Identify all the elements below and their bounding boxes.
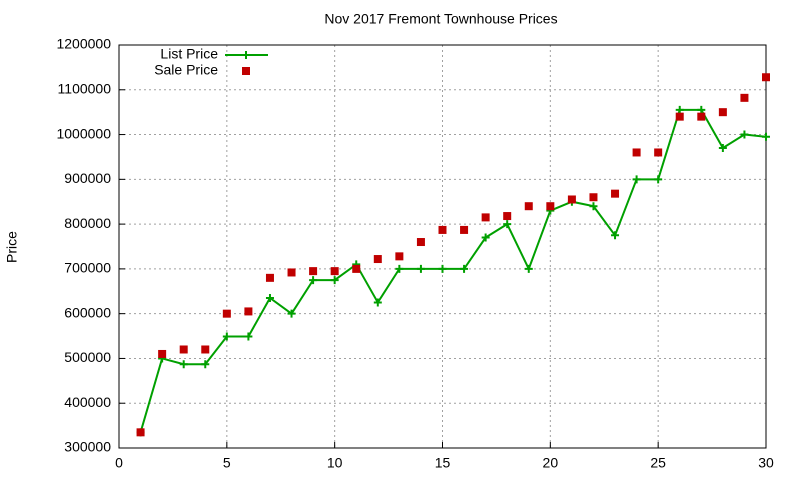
point — [481, 213, 490, 222]
point — [524, 264, 533, 273]
point — [740, 93, 749, 102]
point — [201, 345, 210, 354]
x-tick-label: 15 — [435, 455, 451, 471]
y-axis-label: Price — [4, 231, 20, 263]
point — [460, 264, 469, 273]
y-tick-label: 400000 — [64, 394, 111, 410]
point — [718, 108, 727, 117]
x-tick-label: 25 — [650, 455, 666, 471]
point — [373, 255, 382, 264]
legend-label: Sale Price — [154, 62, 218, 78]
point — [244, 332, 253, 341]
point — [697, 112, 706, 121]
point — [611, 231, 620, 240]
point — [460, 225, 469, 234]
point — [654, 148, 663, 157]
legend-swatch — [242, 67, 250, 75]
point — [352, 264, 361, 273]
y-tick-label: 1000000 — [56, 125, 111, 141]
y-tick-label: 600000 — [64, 304, 111, 320]
point — [395, 264, 404, 273]
point — [201, 360, 210, 369]
point — [546, 202, 555, 211]
point — [503, 212, 512, 221]
x-tick-label: 30 — [758, 455, 774, 471]
point — [589, 202, 598, 211]
legend-swatch — [242, 51, 250, 59]
point — [179, 345, 188, 354]
point — [438, 264, 447, 273]
y-tick-label: 500000 — [64, 349, 111, 365]
point — [179, 360, 188, 369]
y-tick-label: 1100000 — [58, 80, 112, 96]
point — [136, 428, 145, 437]
point — [158, 349, 167, 358]
point — [416, 238, 425, 247]
x-tick-label: 0 — [115, 455, 123, 471]
y-tick-label: 1200000 — [56, 36, 111, 52]
point — [762, 73, 770, 82]
y-tick-label: 700000 — [64, 260, 111, 276]
point — [438, 225, 447, 234]
point — [309, 267, 318, 276]
point — [632, 148, 641, 157]
point — [740, 130, 749, 139]
point — [373, 298, 382, 307]
point — [265, 273, 274, 282]
series-line — [139, 108, 767, 433]
x-tick-label: 10 — [327, 455, 343, 471]
x-tick-label: 5 — [223, 455, 231, 471]
point — [503, 220, 512, 229]
y-tick-label: 900000 — [64, 170, 111, 186]
point — [567, 195, 576, 204]
point — [244, 307, 253, 316]
point — [654, 175, 663, 184]
point — [589, 193, 598, 202]
point — [524, 202, 533, 211]
point — [222, 332, 231, 341]
y-tick-label: 300000 — [64, 439, 111, 455]
point — [330, 276, 339, 285]
point — [287, 309, 296, 318]
point — [697, 105, 706, 114]
point — [330, 267, 339, 276]
point — [675, 105, 684, 114]
point — [718, 143, 727, 152]
point — [632, 175, 641, 184]
y-tick-label: 800000 — [64, 215, 111, 231]
point — [265, 293, 274, 302]
x-tick-label: 20 — [543, 455, 559, 471]
point — [416, 264, 425, 273]
plot-border — [118, 44, 767, 449]
point — [287, 268, 296, 277]
point — [222, 309, 231, 318]
point — [762, 132, 770, 141]
legend-label: List Price — [160, 46, 218, 62]
point — [481, 233, 490, 242]
point — [309, 276, 318, 285]
chart-title: Nov 2017 Fremont Townhouse Prices — [324, 11, 557, 27]
point — [675, 112, 684, 121]
point — [395, 252, 404, 261]
point — [611, 189, 620, 198]
